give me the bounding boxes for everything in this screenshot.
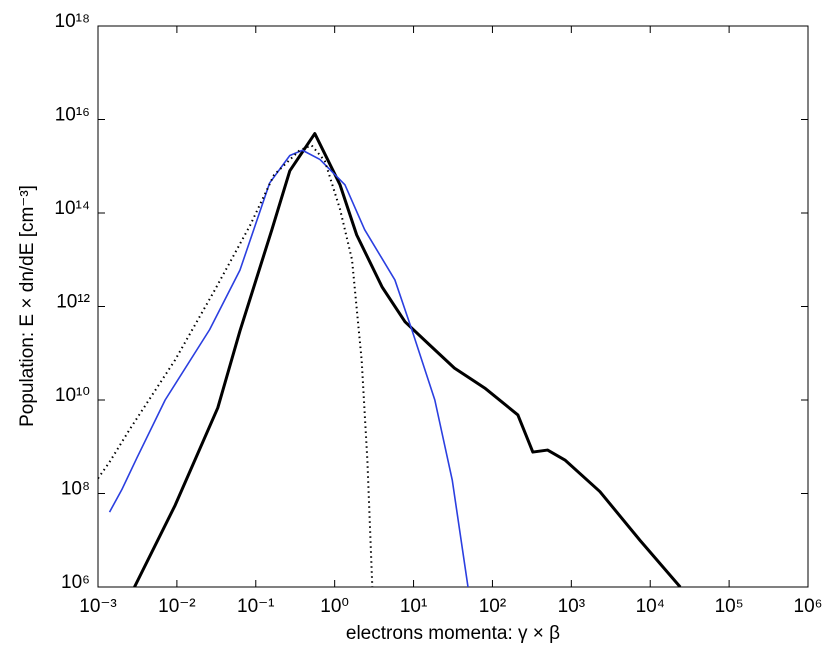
x-axis-label: electrons momenta: γ × β: [346, 623, 560, 644]
x-tick-label: 10⁻³: [79, 596, 117, 617]
y-tick-label: 10¹⁸: [55, 11, 90, 32]
y-axis-label: Population: E × dn/dE [cm⁻³]: [17, 185, 38, 427]
data-line: [108, 149, 469, 587]
x-tick-label: 10⁰: [320, 596, 349, 617]
x-tick-label: 10⁶: [794, 596, 823, 617]
y-tick-label: 10¹⁶: [55, 105, 90, 126]
y-tick-label: 10¹⁴: [54, 198, 90, 219]
x-tick-label: 10³: [558, 596, 585, 617]
y-tick-label: 10⁸: [61, 479, 90, 500]
x-tick-label: 10¹: [400, 596, 427, 617]
x-tick-label: 10⁻²: [158, 596, 196, 617]
y-tick-label: 10¹²: [56, 292, 90, 313]
x-tick-label: 10⁴: [636, 596, 665, 617]
data-line: [133, 132, 682, 587]
x-tick-label: 10⁻¹: [237, 596, 275, 617]
y-tick-label: 10¹⁰: [55, 385, 90, 406]
x-tick-label: 10²: [479, 596, 506, 617]
plot-frame: [97, 25, 809, 588]
data-line: [98, 144, 374, 587]
y-tick-label: 10⁶: [61, 572, 90, 593]
x-tick-label: 10⁵: [715, 596, 744, 617]
